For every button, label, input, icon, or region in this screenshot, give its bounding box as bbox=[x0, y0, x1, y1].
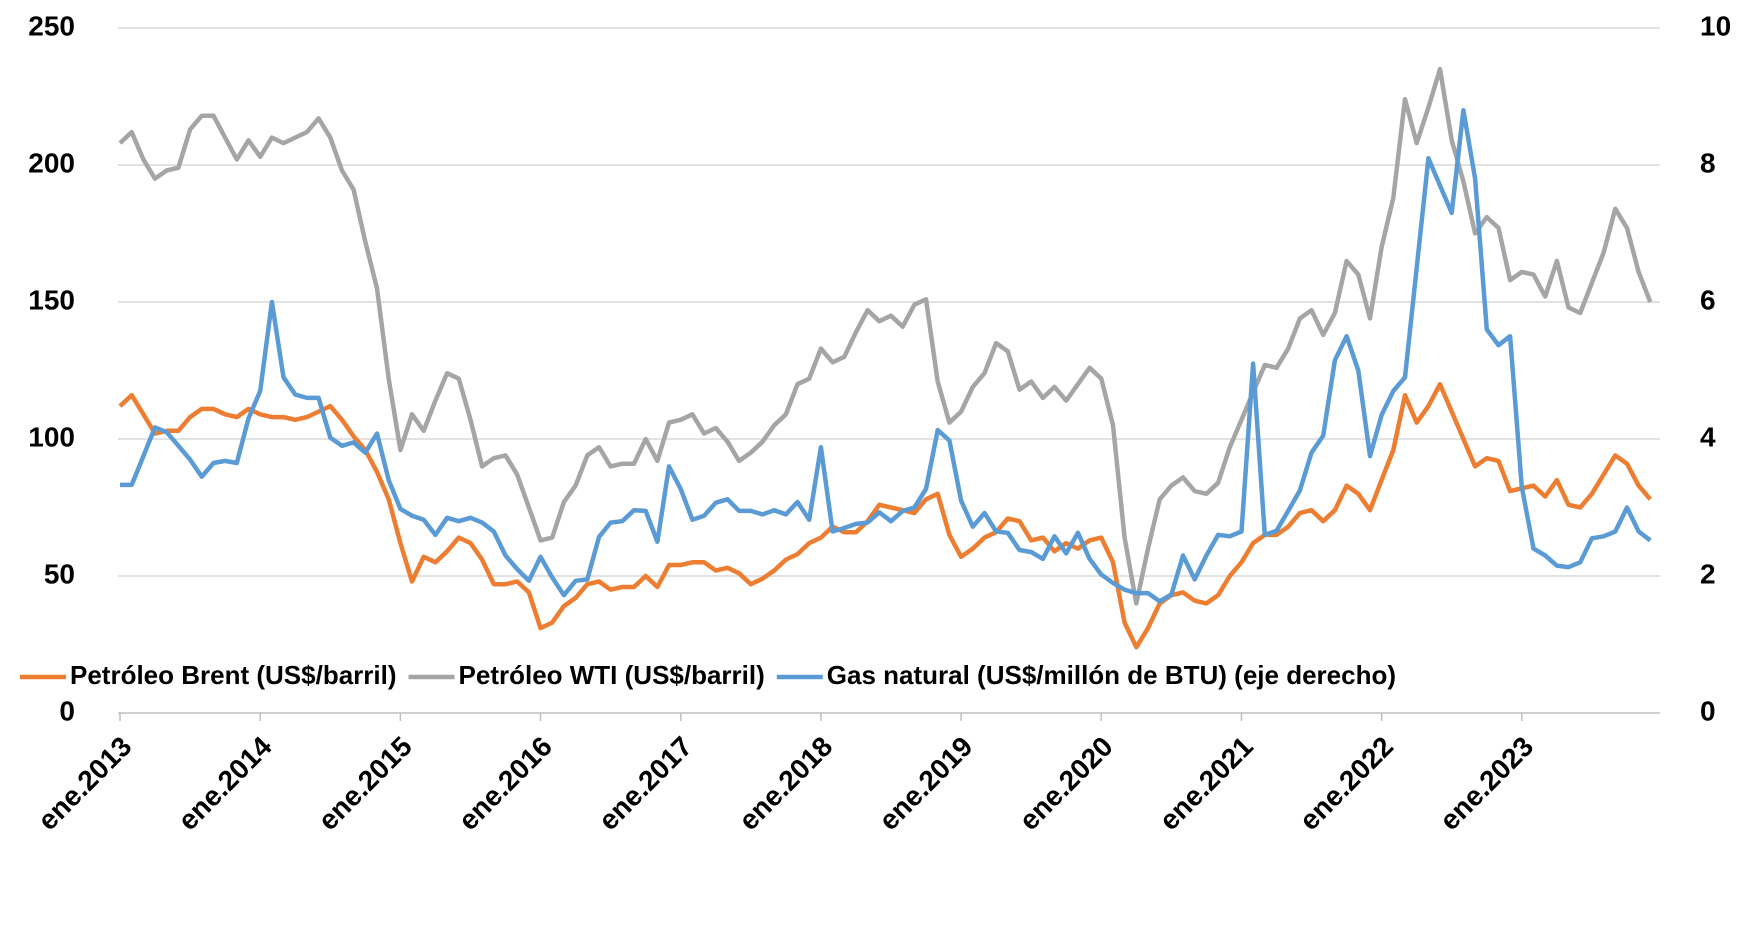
series-line bbox=[120, 107, 1652, 604]
x-tick-label: ene.2015 bbox=[312, 731, 418, 837]
y2-tick-label: 10 bbox=[1700, 10, 1731, 41]
legend-text: Petróleo WTI (US$/barril) bbox=[459, 660, 765, 690]
legend-text: Gas natural (US$/millón de BTU) (eje der… bbox=[827, 660, 1396, 690]
y2-tick-label: 4 bbox=[1700, 421, 1716, 452]
x-tick-label: ene.2021 bbox=[1153, 731, 1259, 837]
y-tick-label: 250 bbox=[28, 10, 75, 41]
x-tick-label: ene.2023 bbox=[1434, 731, 1540, 837]
x-tick-label: ene.2019 bbox=[873, 731, 979, 837]
y-tick-label: 150 bbox=[28, 284, 75, 315]
y-tick-label: 50 bbox=[44, 558, 75, 589]
x-tick-label: ene.2017 bbox=[593, 731, 699, 837]
x-tick-label: ene.2014 bbox=[172, 730, 278, 836]
y-tick-label: 0 bbox=[59, 695, 75, 726]
y-tick-label: 200 bbox=[28, 147, 75, 178]
x-tick-label: ene.2018 bbox=[733, 731, 839, 837]
x-tick-label: ene.2013 bbox=[32, 731, 138, 837]
x-tick-label: ene.2022 bbox=[1294, 731, 1400, 837]
series-line bbox=[118, 381, 1653, 650]
y2-tick-label: 8 bbox=[1700, 147, 1716, 178]
y2-tick-label: 2 bbox=[1700, 558, 1716, 589]
y-tick-label: 100 bbox=[28, 421, 75, 452]
legend-text: Petróleo Brent (US$/barril) bbox=[70, 660, 397, 690]
x-tick-label: ene.2020 bbox=[1013, 731, 1119, 837]
y2-tick-label: 6 bbox=[1700, 284, 1716, 315]
x-tick-label: ene.2016 bbox=[452, 731, 558, 837]
y2-tick-label: 0 bbox=[1700, 695, 1716, 726]
series-line bbox=[118, 66, 1653, 606]
